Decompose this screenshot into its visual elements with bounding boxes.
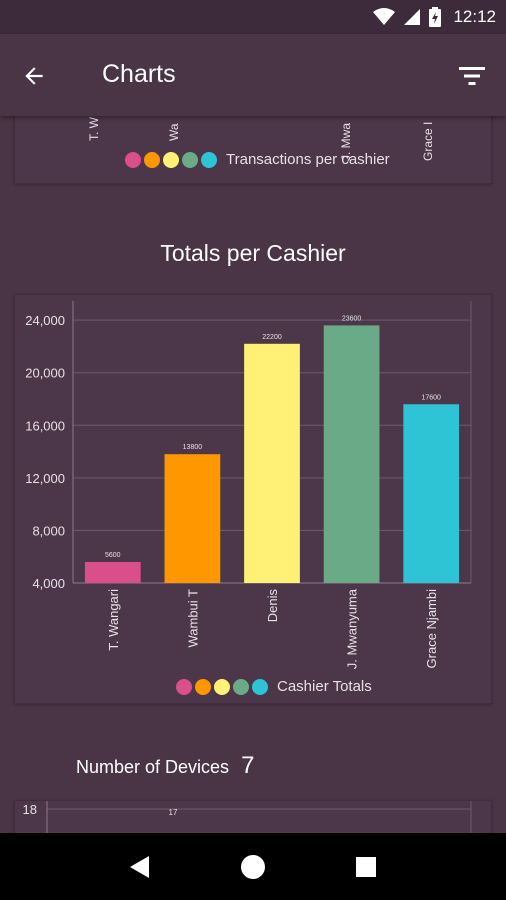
totals-bar-chart: 4,000 8,000 12,000 16,000 20,000 24,000 5600 T.… xyxy=(25,301,472,669)
x-tick-label: T. W xyxy=(87,117,101,141)
totals-chart-card: 4,000 8,000 12,000 16,000 20,000 24,000 5600 T.… xyxy=(14,294,492,704)
data-label: 22200 xyxy=(262,334,282,341)
data-label: 13800 xyxy=(183,444,203,451)
data-label: 5600 xyxy=(105,552,121,559)
x-tick-label: Wa xyxy=(167,123,181,141)
bar-wambui-t xyxy=(164,454,221,583)
charts-content[interactable]: T. W Wa J. Mwa Grace I Transactions per … xyxy=(0,116,506,833)
x-tick-label: Wambui T xyxy=(185,589,200,648)
battery-icon xyxy=(429,7,442,27)
legend-dot xyxy=(125,151,141,168)
data-label: 17 xyxy=(169,808,178,817)
y-tick-label: 16,000 xyxy=(25,418,65,433)
home-circle-icon xyxy=(240,854,265,879)
devices-count: 7 xyxy=(241,752,255,779)
nav-home-button[interactable] xyxy=(233,847,273,887)
nav-recents-button[interactable] xyxy=(346,847,386,887)
back-button[interactable] xyxy=(14,56,54,96)
data-label: 23600 xyxy=(342,315,362,322)
bar-grace-njambi xyxy=(403,404,460,583)
y-tick-label: 4,000 xyxy=(32,576,65,591)
legend: Transactions per cashier xyxy=(125,151,390,168)
arrow-left-icon xyxy=(25,67,43,85)
recents-square-icon xyxy=(355,856,376,877)
status-time: 12:12 xyxy=(453,7,496,26)
navigation-bar xyxy=(0,833,506,900)
legend-dot xyxy=(144,151,160,168)
legend-dot xyxy=(182,151,198,168)
x-tick-label: Grace I xyxy=(421,121,435,161)
wifi-icon xyxy=(373,8,396,25)
bar-j-mwanyuma xyxy=(323,325,380,583)
devices-summary: Number of Devices 7 xyxy=(76,752,254,780)
y-tick-label: 24,000 xyxy=(25,313,65,328)
legend-dot xyxy=(201,151,217,168)
legend-dot xyxy=(195,678,211,695)
legend-dot xyxy=(176,678,192,695)
legend-label: Transactions per cashier xyxy=(226,151,390,168)
page-title: Charts xyxy=(102,60,176,88)
signal-icon xyxy=(404,9,421,25)
filter-icon xyxy=(459,67,485,85)
x-tick-label: J. Mwanyuma xyxy=(345,588,360,669)
devices-chart-card: 18 17 xyxy=(14,800,492,833)
filter-button[interactable] xyxy=(452,56,492,96)
y-tick-label: 12,000 xyxy=(25,471,65,486)
legend-dot xyxy=(233,678,249,695)
legend-dot xyxy=(252,678,268,695)
legend-label: Cashier Totals xyxy=(277,678,372,695)
x-tick-label: Grace Njambi xyxy=(424,589,439,669)
y-tick-label: 20,000 xyxy=(25,366,65,381)
bar-t-wangari xyxy=(84,561,141,583)
legend-dot xyxy=(214,678,230,695)
back-triangle-icon xyxy=(130,855,150,878)
legend: Cashier Totals xyxy=(176,678,372,695)
x-tick-label: T. Wangari xyxy=(106,589,121,651)
nav-back-button[interactable] xyxy=(120,847,160,887)
data-label: 17600 xyxy=(421,394,441,401)
app-bar: Charts xyxy=(0,34,506,116)
x-tick-label: Denis xyxy=(265,589,280,623)
y-tick-label: 8,000 xyxy=(32,523,65,538)
devices-chart: 18 17 xyxy=(23,801,472,833)
status-icons: 12:12 xyxy=(373,0,496,34)
status-bar: 12:12 xyxy=(0,0,506,34)
chart-title: Totals per Cashier xyxy=(160,240,346,266)
bar-denis xyxy=(244,343,300,583)
y-tick-label: 18 xyxy=(23,802,37,817)
transactions-chart-card: T. W Wa J. Mwa Grace I Transactions per … xyxy=(14,116,492,184)
devices-label: Number of Devices xyxy=(76,757,230,777)
legend-dot xyxy=(163,151,179,168)
